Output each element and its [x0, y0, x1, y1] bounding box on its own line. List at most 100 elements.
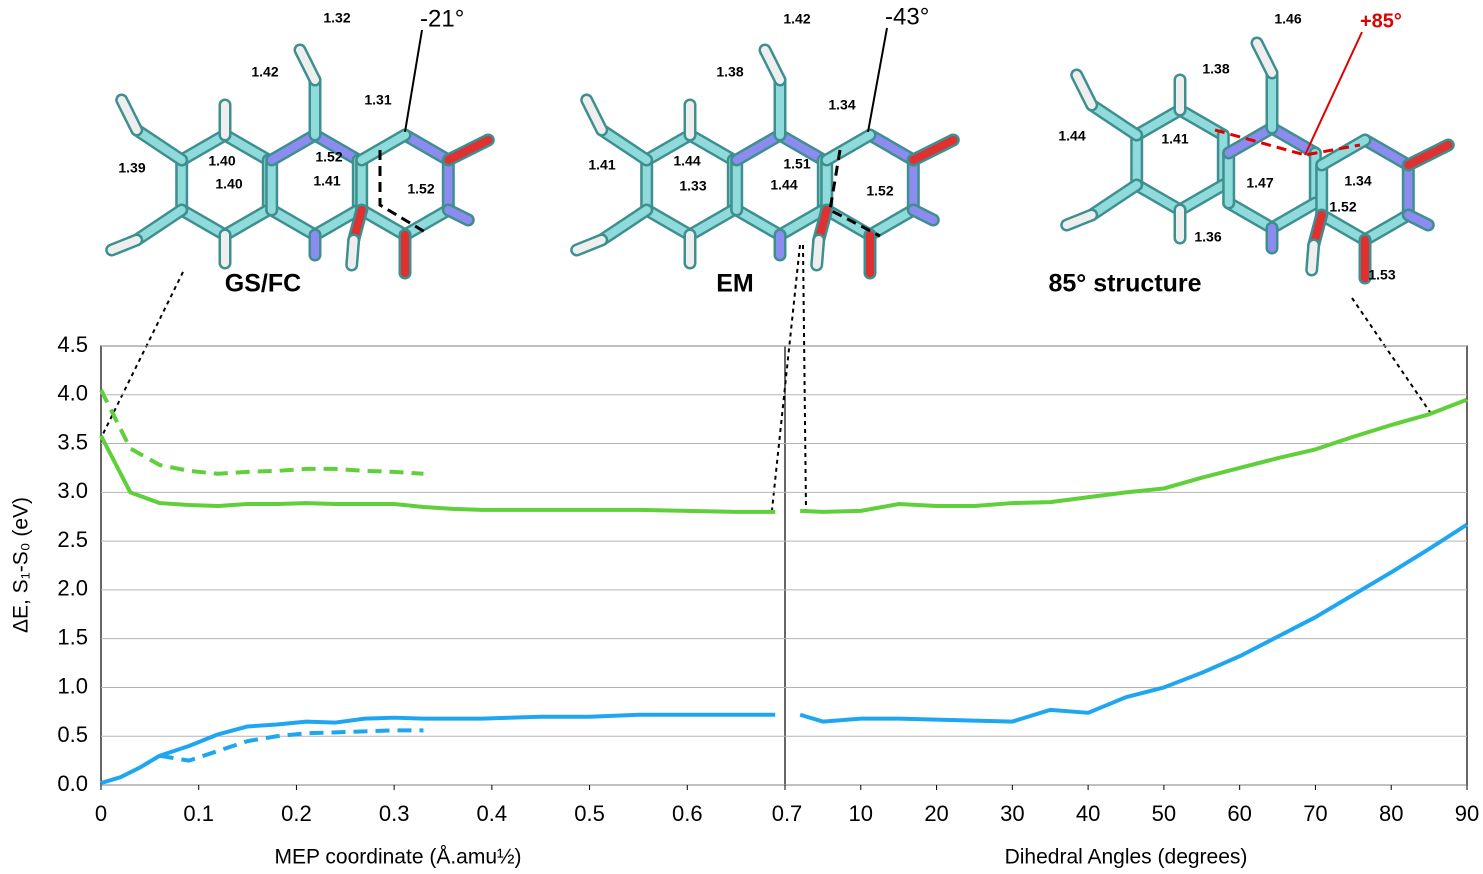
bond	[686, 131, 738, 164]
bond	[357, 131, 409, 164]
bond	[1087, 101, 1141, 139]
x-tick-label: 50	[1152, 801, 1176, 826]
x-tick-label: 0.5	[574, 801, 605, 826]
data-line	[100, 712, 776, 785]
connectors	[100, 244, 1433, 511]
bond	[311, 131, 363, 164]
bond	[732, 206, 784, 239]
x-tick-label: 90	[1455, 801, 1479, 826]
x-tick-label: 80	[1379, 801, 1403, 826]
bond	[1132, 181, 1184, 214]
angle-leader	[404, 29, 423, 133]
dihedral-marker	[378, 150, 426, 234]
bond	[221, 206, 273, 239]
bond-length: 1.44	[673, 153, 700, 169]
bond	[822, 131, 874, 164]
y-tick-label: 3.0	[57, 478, 88, 503]
bond-length: 1.40	[215, 176, 242, 192]
bond	[401, 131, 453, 164]
dihedral-marker	[1214, 128, 1361, 157]
x-tick-label: 0.6	[672, 801, 703, 826]
bond-length: 1.34	[1344, 173, 1371, 189]
x-tick-label: 20	[924, 801, 948, 826]
angle-leader	[1304, 31, 1363, 156]
bond	[132, 206, 186, 244]
structure-label: EM	[716, 270, 754, 298]
x-axis-label: MEP coordinate (Å.amu½)	[274, 846, 521, 869]
bond	[732, 131, 784, 164]
bond-length: 1.36	[1194, 229, 1221, 245]
bond	[1404, 211, 1433, 229]
x-tick-label: 60	[1227, 801, 1251, 826]
bond	[642, 206, 694, 239]
x-axis-label: Dihedral Angles (degrees)	[1005, 846, 1248, 869]
bond-length: 1.42	[783, 11, 810, 27]
bond-length: 1.39	[118, 160, 145, 176]
y-tick-label: 1.5	[57, 624, 88, 649]
bond	[107, 236, 141, 254]
bond-length: 1.52	[1329, 199, 1356, 215]
bond	[1404, 141, 1453, 169]
bond	[311, 206, 363, 239]
bond	[1253, 39, 1276, 77]
dihedral-marker	[828, 149, 881, 238]
data-line	[99, 434, 776, 514]
bond	[132, 126, 186, 164]
x-tick-label: 70	[1303, 801, 1327, 826]
bond	[597, 126, 651, 164]
bond	[776, 206, 828, 239]
bond-length: 1.46	[1274, 11, 1301, 27]
x-tick-label: 0.1	[183, 801, 214, 826]
bond-length: 1.51	[783, 156, 810, 172]
bond-length: 1.34	[828, 97, 855, 113]
x-tick-label: 30	[1000, 801, 1024, 826]
bond-length: 1.41	[313, 173, 340, 189]
bond	[822, 206, 874, 239]
bond-length: 1.38	[716, 64, 743, 80]
data-line	[159, 728, 424, 763]
y-tick-label: 0.0	[57, 771, 88, 796]
connector	[802, 244, 807, 511]
bond	[1062, 211, 1096, 229]
y-tick-label: 2.0	[57, 576, 88, 601]
bond	[866, 206, 918, 239]
y-tick-label: 4.5	[57, 332, 88, 357]
bond	[1072, 71, 1096, 109]
bond	[776, 131, 828, 164]
bond	[909, 136, 958, 164]
bond	[177, 206, 229, 239]
bond	[444, 206, 473, 224]
bond	[582, 96, 606, 134]
bond	[267, 206, 319, 239]
bond-length: 1.44	[1058, 128, 1085, 144]
bond	[1361, 136, 1413, 169]
dihedral-angle: -21°	[420, 5, 464, 32]
bond-length: 1.33	[679, 178, 706, 194]
data-line	[799, 522, 1469, 724]
y-tick-label: 2.5	[57, 527, 88, 552]
y-tick-label: 3.5	[57, 429, 88, 454]
bond	[221, 131, 273, 164]
bond-length: 1.31	[364, 92, 391, 108]
bond	[686, 206, 738, 239]
bond	[812, 236, 823, 269]
bond	[597, 206, 651, 244]
x-tick-label: 10	[849, 801, 873, 826]
bond	[357, 206, 409, 239]
y-tick-label: 4.0	[57, 381, 88, 406]
bond-length: 1.52	[315, 149, 342, 165]
bond	[267, 131, 319, 164]
connector	[1351, 297, 1433, 416]
bond	[444, 136, 493, 164]
angle-leader	[867, 27, 888, 133]
bond	[1087, 181, 1141, 219]
x-tick-label: 40	[1076, 801, 1100, 826]
bond-length: 1.52	[866, 183, 893, 199]
bond	[1307, 241, 1318, 274]
bond	[1268, 199, 1320, 232]
bond-length: 1.38	[1202, 61, 1229, 77]
x-tick-label: 0.2	[281, 801, 312, 826]
bond-length: 1.42	[251, 64, 278, 80]
x-tick-label: 0.7	[772, 801, 803, 826]
